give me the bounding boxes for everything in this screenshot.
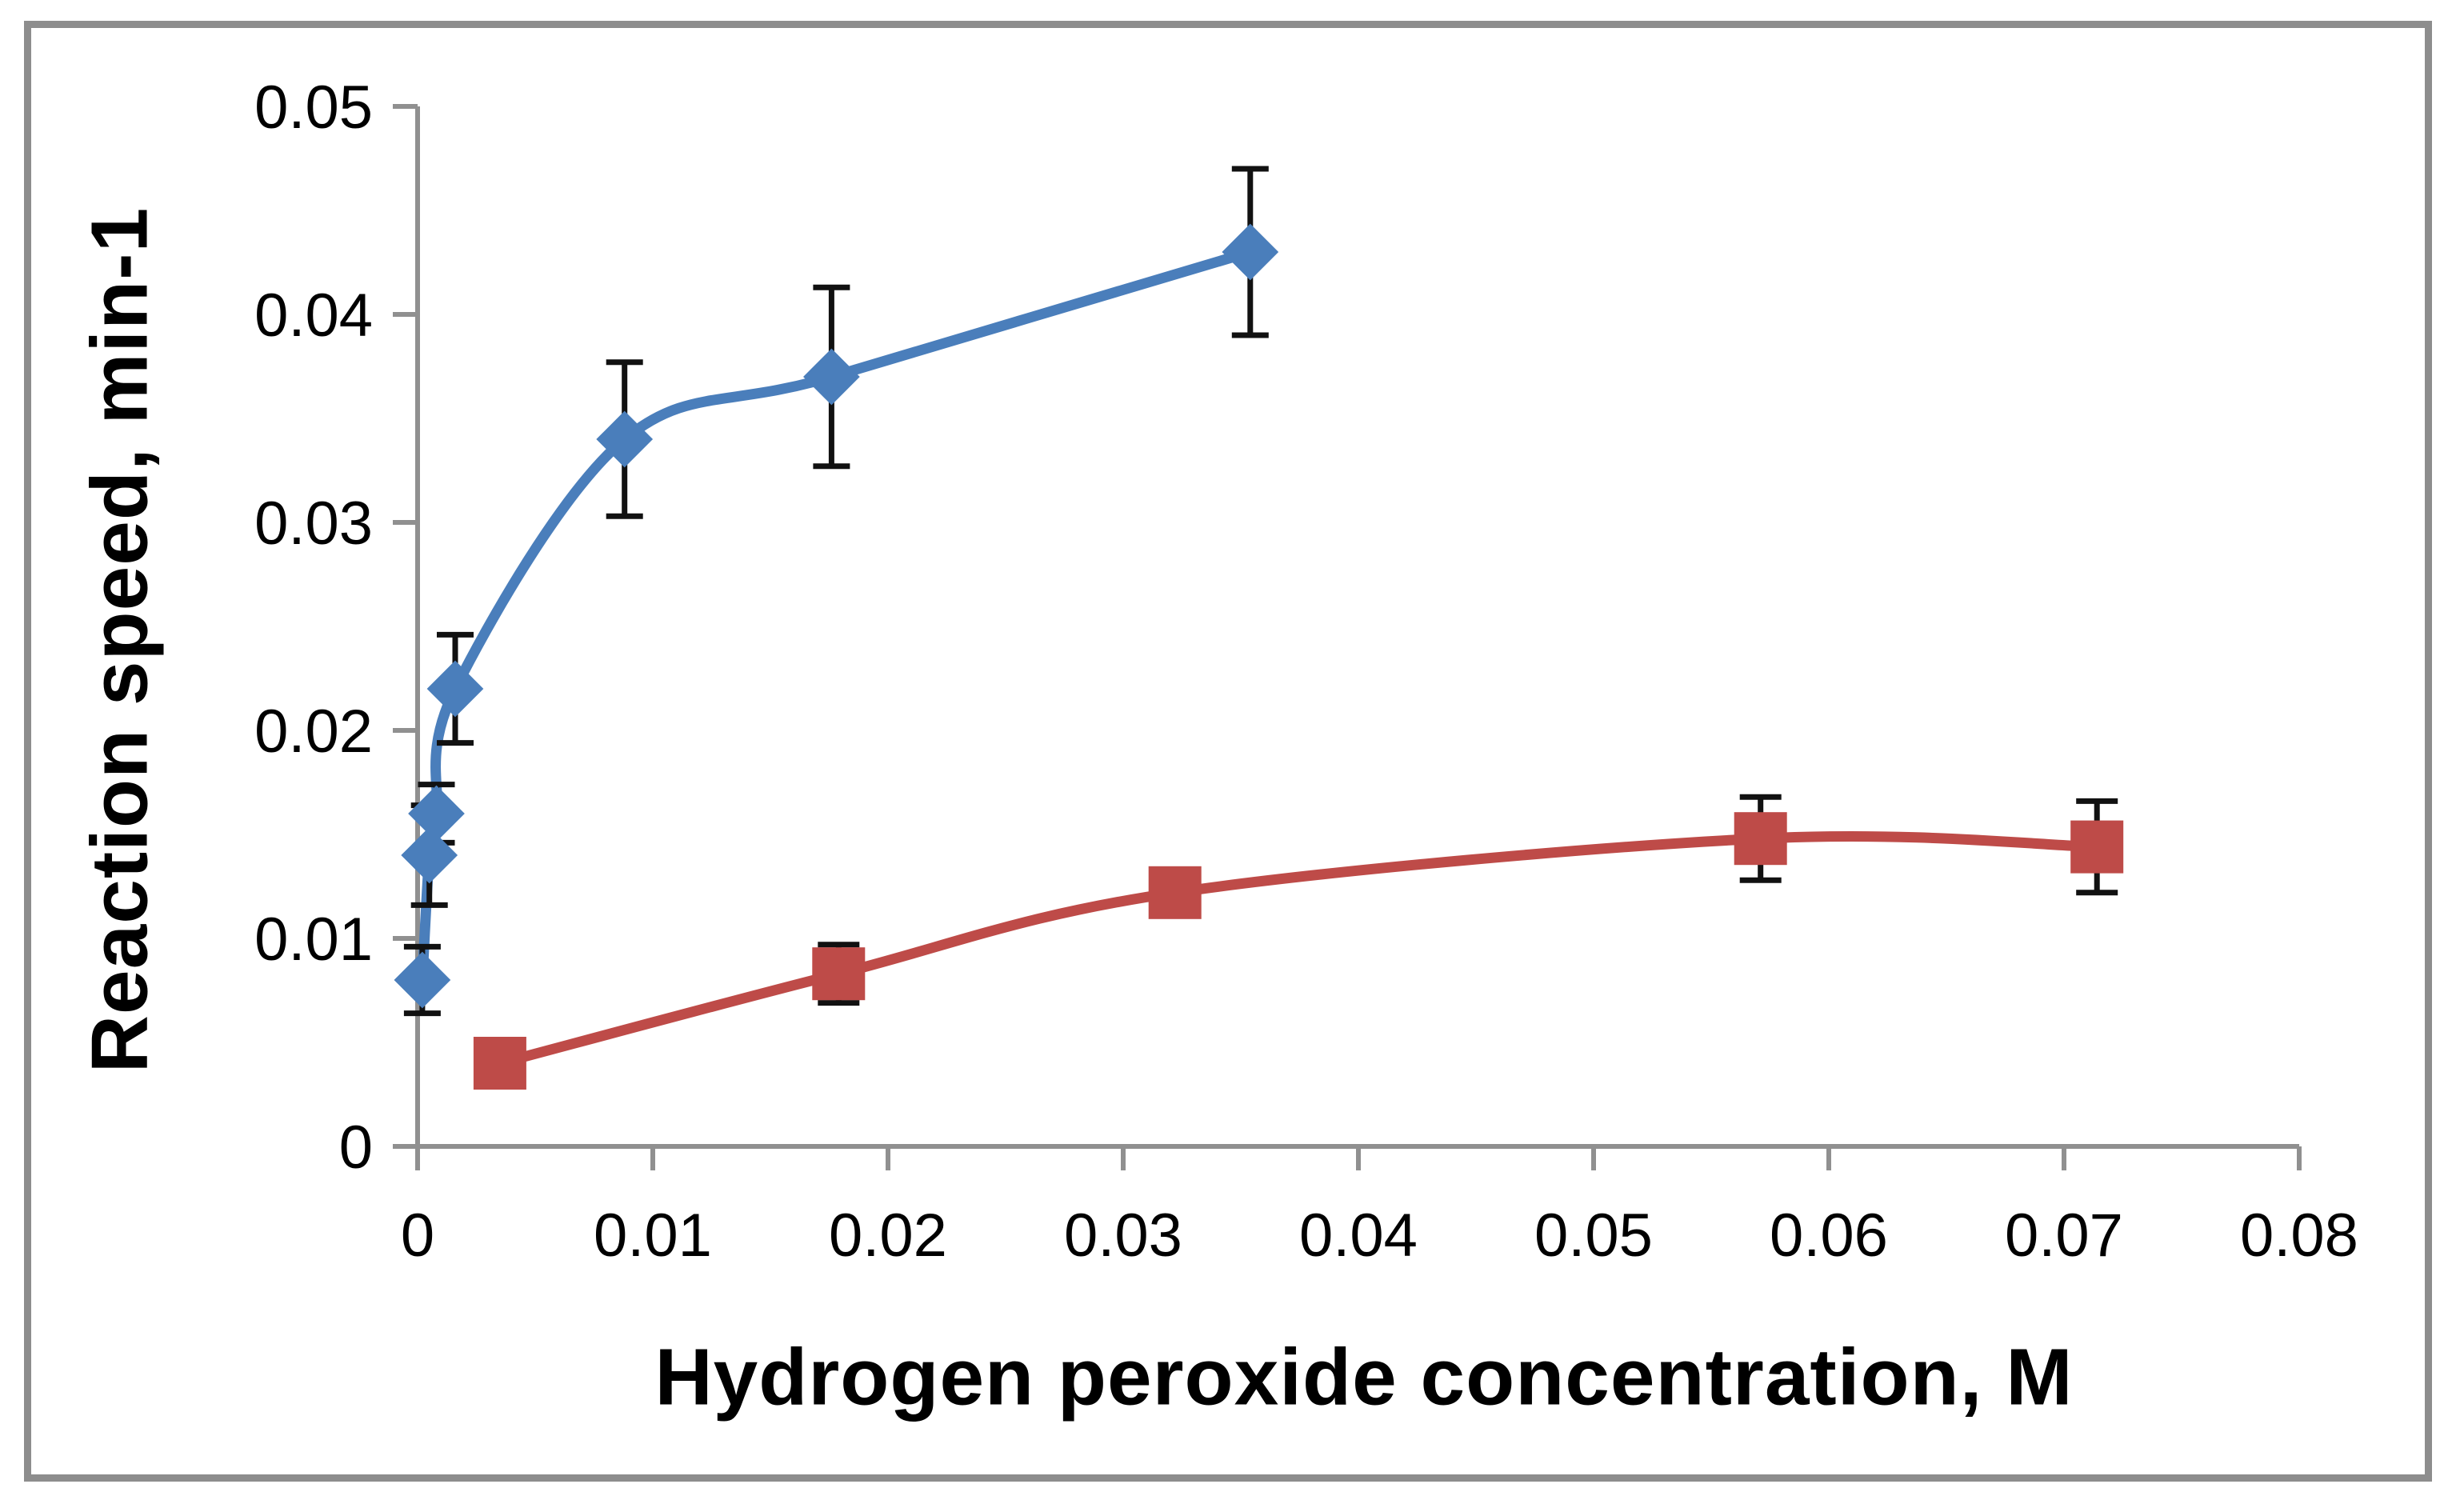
marker-square xyxy=(1734,812,1787,866)
y-tick-label: 0.01 xyxy=(254,906,373,974)
x-tick-label: 0.05 xyxy=(1534,1202,1653,1270)
marker-diamond xyxy=(1222,223,1279,281)
y-tick-label: 0.05 xyxy=(254,74,373,142)
chart-border xyxy=(24,21,2432,1482)
x-tick-label: 0.04 xyxy=(1299,1202,1418,1270)
marker-diamond xyxy=(401,826,458,884)
x-tick-label: 0.02 xyxy=(829,1202,947,1270)
red-square-series-line xyxy=(494,830,2102,1069)
y-tick-label: 0.04 xyxy=(254,282,373,350)
x-tick-label: 0.03 xyxy=(1064,1202,1182,1270)
marker-diamond xyxy=(803,348,860,406)
y-tick-label: 0.03 xyxy=(254,490,373,558)
x-axis-title: Hydrogen peroxide concentration, M xyxy=(654,1332,2074,1422)
marker-square xyxy=(473,1037,526,1090)
marker-square xyxy=(1148,866,1202,919)
marker-square xyxy=(2070,820,2124,874)
x-tick-label: 0.01 xyxy=(594,1202,712,1270)
y-tick-label: 0.02 xyxy=(254,698,373,766)
x-tick-label: 0.08 xyxy=(2240,1202,2358,1270)
marker-diamond xyxy=(394,951,451,1009)
x-tick-label: 0.06 xyxy=(1770,1202,1888,1270)
x-tick-label: 0.07 xyxy=(2005,1202,2123,1270)
y-tick-label: 0 xyxy=(339,1114,373,1182)
y-axis-title: Reaction speed, min-1 xyxy=(74,206,165,1074)
x-tick-label: 0 xyxy=(401,1202,434,1270)
marker-diamond xyxy=(426,660,484,718)
marker-square xyxy=(812,947,866,1001)
